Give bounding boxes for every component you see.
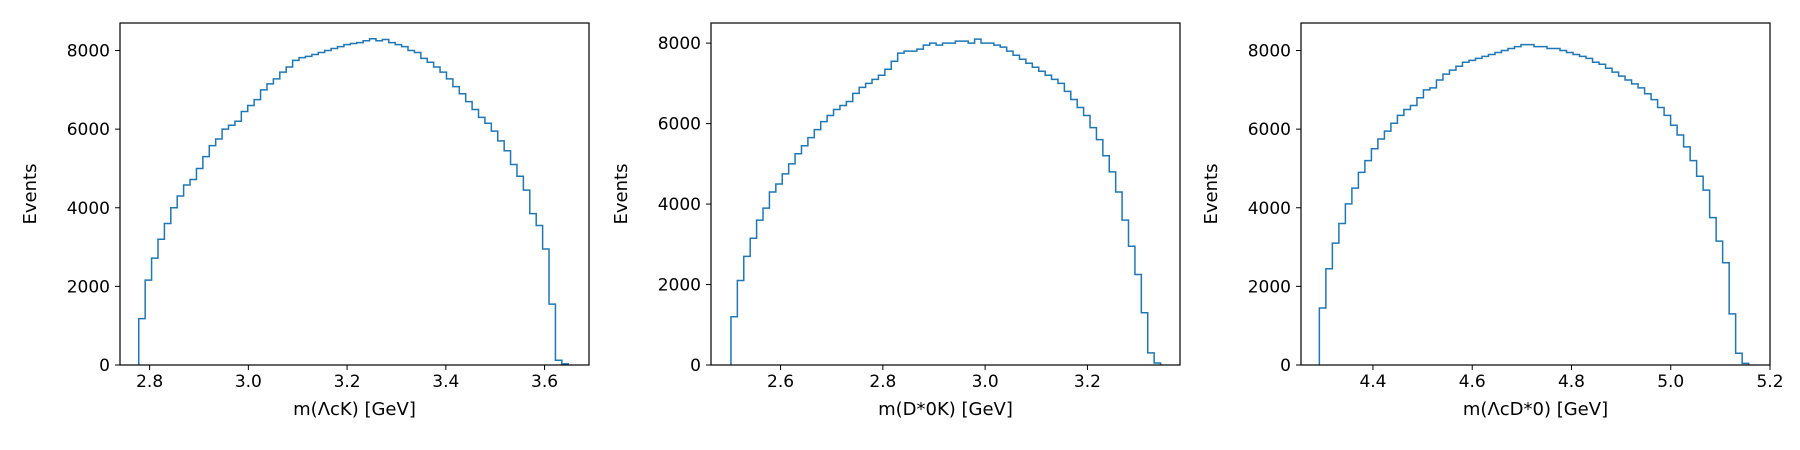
histogram-step bbox=[730, 38, 1162, 365]
x-tick-label: 4.8 bbox=[1558, 372, 1585, 392]
y-tick-label: 8000 bbox=[67, 42, 110, 62]
x-axis-label: m(ΛcK) [GeV] bbox=[293, 399, 416, 420]
x-tick-label: 4.4 bbox=[1359, 372, 1386, 392]
x-tick-label: 3.0 bbox=[972, 372, 999, 392]
x-tick-label: 5.2 bbox=[1756, 372, 1783, 392]
histogram-step bbox=[1318, 43, 1750, 365]
histogram-step bbox=[138, 37, 570, 365]
axes-frame bbox=[710, 22, 1181, 366]
y-axis-label: Events bbox=[611, 164, 632, 225]
x-tick-label: 3.2 bbox=[334, 372, 361, 392]
histogram-panel-2: 2.6 2.8 3.0 3.2 0 2000 4000 6000 8000 m(D*0K) [Ge… bbox=[611, 22, 1181, 420]
y-axis-label: Events bbox=[1201, 164, 1222, 225]
y-tick-label: 2000 bbox=[1248, 277, 1291, 297]
y-tick-label: 2000 bbox=[658, 276, 701, 296]
x-tick-label: 3.0 bbox=[235, 372, 262, 392]
x-tick-label: 2.8 bbox=[869, 372, 896, 392]
x-tick-label: 3.6 bbox=[531, 372, 558, 392]
y-tick-label: 6000 bbox=[1248, 120, 1291, 140]
y-tick-label: 8000 bbox=[658, 34, 701, 54]
x-axis-label: m(ΛcD*0) [GeV] bbox=[1463, 399, 1608, 420]
y-tick-label: 4000 bbox=[67, 199, 110, 219]
y-tick-label: 2000 bbox=[67, 277, 110, 297]
x-tick-label: 2.6 bbox=[767, 372, 794, 392]
y-tick-label: 6000 bbox=[67, 120, 110, 140]
x-tick-label: 3.2 bbox=[1074, 372, 1101, 392]
x-tick-label: 4.6 bbox=[1459, 372, 1486, 392]
y-tick-label: 6000 bbox=[658, 115, 701, 135]
histogram-panel-1: 2.8 3.0 3.2 3.4 3.6 0 2000 4000 6000 8000 m(ΛcK) [… bbox=[20, 22, 590, 420]
x-tick-label: 2.8 bbox=[136, 372, 163, 392]
axes-frame bbox=[119, 22, 590, 366]
x-tick-label: 3.4 bbox=[432, 372, 459, 392]
y-tick-label: 0 bbox=[690, 356, 701, 376]
y-tick-label: 0 bbox=[1280, 356, 1291, 376]
y-tick-label: 4000 bbox=[1248, 199, 1291, 219]
y-tick-label: 0 bbox=[99, 356, 110, 376]
x-axis-label: m(D*0K) [GeV] bbox=[878, 399, 1013, 420]
y-tick-label: 8000 bbox=[1248, 42, 1291, 62]
axes-frame bbox=[1300, 22, 1771, 366]
histogram-panel-3: 4.4 4.6 4.8 5.0 5.2 0 2000 4000 6000 8000 m(ΛcD*0)… bbox=[1201, 22, 1784, 420]
x-tick-label: 5.0 bbox=[1657, 372, 1684, 392]
y-tick-label: 4000 bbox=[658, 195, 701, 215]
y-axis-label: Events bbox=[20, 164, 41, 225]
